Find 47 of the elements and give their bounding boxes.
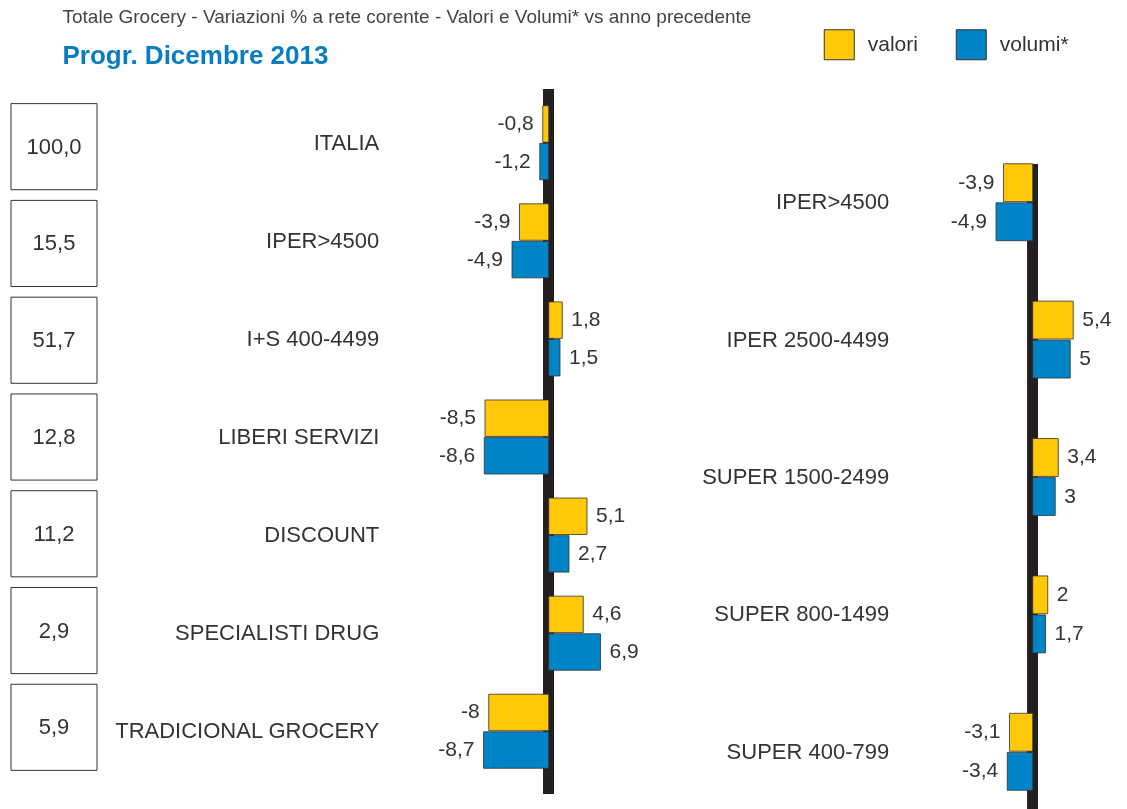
data-label: 1,5 (569, 344, 599, 368)
data-label: -4,9 (950, 208, 987, 232)
data-label: -8,6 (439, 442, 476, 466)
y-tick-label: SUPER 1500-2499 (702, 464, 890, 489)
data-label: -4,9 (466, 246, 503, 270)
data-label: 1,8 (571, 307, 601, 331)
data-label: 5 (1079, 346, 1091, 370)
y-tick-label: IPER>4500 (776, 189, 890, 215)
data-label: 1,7 (1054, 620, 1084, 644)
data-label: -3,9 (958, 169, 995, 193)
chart-title: Totale Grocery - Variazioni % a rete corente - Valori e Volumi* vs anno precedente (62, 6, 752, 27)
text: 100,0 (26, 133, 82, 159)
data-label: 3,4 (1067, 444, 1097, 468)
y-tick-label: ITALIA (313, 129, 380, 155)
y-tick-label: I+S 400-4499 (246, 325, 380, 351)
y-tick-label: TRADICIONAL GROCERY (115, 718, 380, 744)
y-tick-label: IPER 2500-4499 (726, 326, 890, 352)
data-label: 2,7 (578, 540, 608, 564)
data-label: 3 (1064, 483, 1076, 507)
text: 2,9 (38, 617, 70, 643)
legend-label: volumi* (999, 31, 1069, 55)
data-label: -8 (461, 699, 480, 723)
y-tick-label: SPECIALISTI DRUG (175, 620, 380, 646)
y-tick-label: LIBERI SERVIZI (218, 424, 380, 449)
text: 51,7 (32, 327, 76, 353)
y-tick-label: DISCOUNT (264, 522, 380, 548)
data-label: -1,2 (494, 148, 531, 172)
data-label: 4,6 (592, 601, 622, 625)
data-label: -3,9 (474, 209, 511, 233)
data-label: 2 (1056, 581, 1069, 605)
data-label: -3,4 (962, 758, 999, 782)
data-label: 5,4 (1082, 307, 1112, 331)
text: 15,5 (32, 230, 76, 256)
data-label: 5,1 (596, 503, 626, 527)
data-label: -8,5 (439, 405, 476, 429)
text: 12,8 (32, 424, 76, 449)
text: Progr. Dicembre 2013 (62, 40, 329, 70)
data-label: -0,8 (497, 110, 534, 134)
y-tick-label: IPER>4500 (266, 227, 380, 253)
data-label: 6,9 (609, 638, 639, 662)
data-label: -8,7 (438, 737, 475, 761)
text: 11,2 (33, 520, 75, 546)
y-tick-label: SUPER 800-1499 (714, 601, 890, 627)
legend-label: valori (867, 31, 918, 55)
data-label: -3,1 (964, 719, 1001, 743)
y-tick-label: SUPER 400-799 (726, 738, 890, 764)
text: 5,9 (38, 714, 70, 740)
